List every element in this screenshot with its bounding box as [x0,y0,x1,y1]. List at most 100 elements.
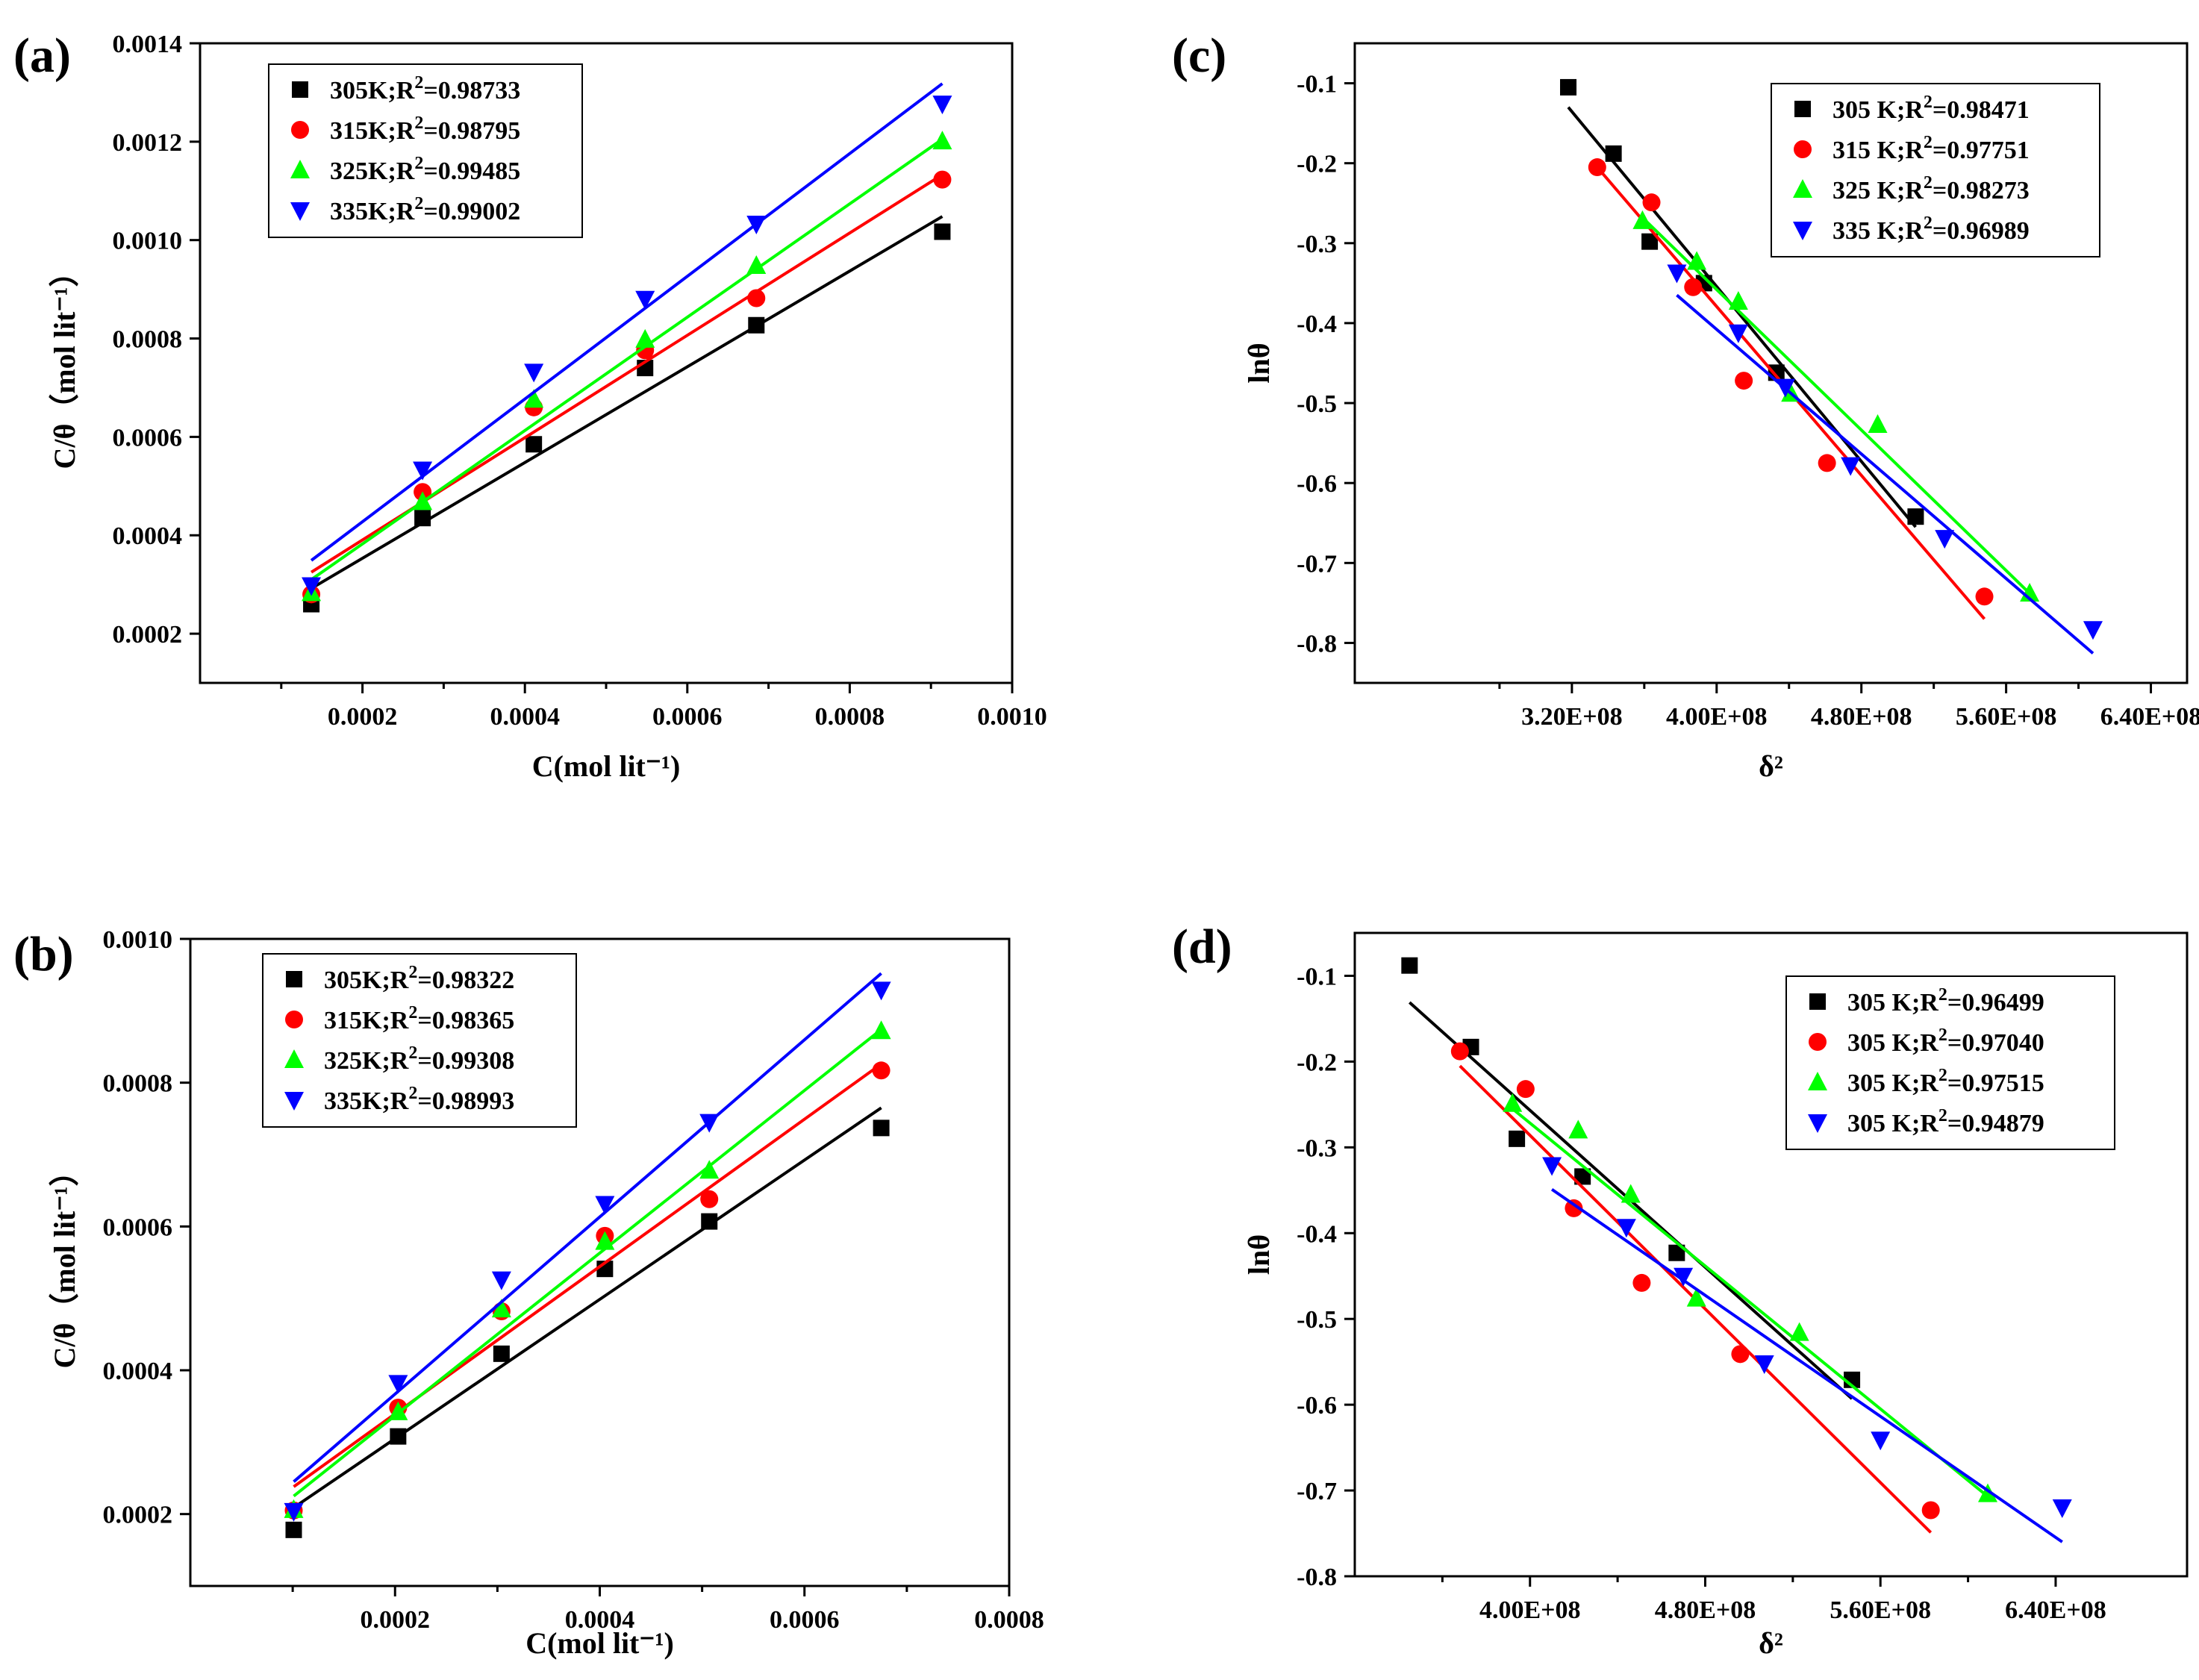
panel-2: (b) 0.0002 0.0004 0.0006 0.0008 0.0002 0.0004 0… [13,926,1044,1660]
x-axis-title: C(mol lit⁻¹) [525,1626,674,1660]
data-point [700,1190,719,1208]
panel-4: (d) 4.00E+08 4.80E+08 5.60E+08 6.40E+08 -0.1 -… [1172,919,2189,1660]
x-tick-label: 4.80E+08 [1655,1596,1756,1624]
legend-entry: 305 K;R2=0.97515 [1847,1066,2044,1097]
data-point [1668,1244,1685,1261]
y-tick-label: -0.2 [1297,151,1337,178]
data-point [1775,378,1795,398]
data-point [699,1160,720,1179]
legend-entry: 315 K;R2=0.97751 [1832,133,2030,164]
data-point [1728,291,1748,310]
data-point [1921,1501,1940,1520]
y-tick-label: -0.6 [1297,1392,1337,1420]
data-point [932,96,952,115]
data-point [595,1231,615,1250]
x-axis-title: C(mol lit⁻¹) [532,749,681,783]
y-tick-label: -0.7 [1297,550,1337,578]
y-tick-label: 0.0002 [103,1502,173,1529]
series-4 [302,82,952,596]
data-point [491,1299,511,1318]
data-point [1574,1168,1591,1185]
legend-entry: 305K;R2=0.98733 [330,73,520,104]
legend-marker [290,202,310,221]
panel-1: (a) 0.0002 0.0004 0.0006 0.0008 0.0010 0.0002 0… [13,28,1047,783]
data-point [746,215,767,234]
legend-entry: 335K;R2=0.98993 [324,1084,514,1115]
fit-line [311,215,943,590]
y-tick-label: -0.6 [1297,470,1337,498]
y-axis-title: lnθ [1242,1234,1276,1275]
data-point [1735,372,1753,390]
legend-marker [1793,222,1812,240]
series-3 [1503,1093,1997,1502]
x-tick-label: 5.60E+08 [1956,703,2057,731]
data-point [1868,413,1888,433]
x-tick-label: 4.00E+08 [1666,703,1768,731]
x-tick-label: 0.0002 [361,1606,431,1634]
data-point [524,363,544,383]
legend-marker [1808,1072,1827,1090]
data-point [1641,233,1659,250]
x-tick-label: 4.00E+08 [1479,1596,1581,1624]
y-tick-label: -0.1 [1297,963,1337,990]
legend-marker [285,1011,303,1028]
fit-line [1567,106,1917,528]
y-tick-label: -0.5 [1297,1306,1337,1334]
data-point [2052,1499,2072,1519]
x-tick-label: 0.0010 [977,703,1047,731]
legend-marker [1808,1114,1827,1133]
legend-marker [1809,1033,1827,1051]
data-point [1674,1267,1694,1287]
data-point [934,223,951,240]
legend: 305K;R2=0.98733 315K;R2=0.98795 325K;R2=0.… [268,63,583,238]
y-tick-label: 0.0008 [113,326,183,354]
x-tick-label: 4.80E+08 [1811,703,1912,731]
series-1 [303,215,951,613]
legend-entry: 305 K;R2=0.94879 [1847,1106,2044,1137]
legend-marker [1809,993,1826,1010]
data-point [699,1114,720,1133]
x-tick-label: 5.60E+08 [1830,1596,1931,1624]
x-tick-label: 0.0008 [974,1606,1044,1634]
data-point [1509,1130,1526,1147]
legend-frame [262,953,577,1128]
data-point [1565,1199,1583,1217]
legend-entry: 335 K;R2=0.96989 [1832,213,2030,245]
data-point [2020,583,2040,602]
x-axis-title: δ² [1759,749,1783,783]
y-tick-label: -0.4 [1297,1220,1337,1248]
data-point [635,290,655,310]
data-point [1632,1273,1651,1292]
legend-entry: 335K;R2=0.99002 [330,194,520,225]
legend-marker [1793,179,1812,198]
data-point [1588,158,1606,177]
data-point [748,316,765,334]
legend-marker [292,81,308,98]
data-point [871,1020,891,1040]
legend-entry: 315K;R2=0.98795 [330,113,520,145]
data-point [388,1401,408,1420]
y-tick-label: -0.7 [1297,1478,1337,1505]
y-tick-label: 0.0006 [103,1214,173,1241]
data-point [1503,1093,1523,1112]
panel-3: (c) 3.20E+08 4.00E+08 4.80E+08 5.60E+08 6.40E… [1172,28,2199,783]
data-point [746,255,767,274]
y-tick-label: 0.0014 [113,31,183,58]
legend-marker [290,160,310,178]
data-point [873,1120,890,1137]
data-point [1975,587,1994,606]
data-point [1684,278,1703,296]
y-tick-label: -0.4 [1297,310,1337,338]
data-point [302,577,322,596]
y-tick-label: -0.5 [1297,390,1337,418]
legend-frame [1771,83,2100,257]
data-point [701,1213,718,1230]
data-point [1818,454,1836,472]
data-point [1667,264,1687,284]
x-tick-label: 6.40E+08 [2100,703,2199,731]
series-3 [302,131,952,602]
data-point [1450,1042,1469,1061]
legend-entry: 325K;R2=0.99308 [324,1043,514,1075]
